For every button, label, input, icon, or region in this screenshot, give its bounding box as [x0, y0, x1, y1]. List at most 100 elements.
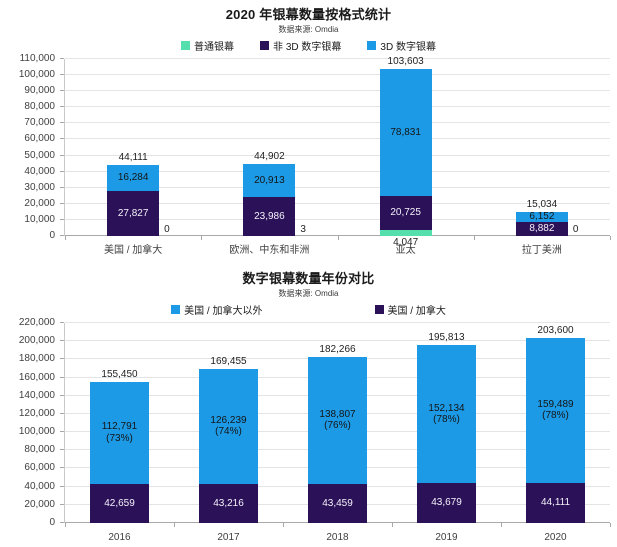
- x-axis-tick: [337, 236, 339, 240]
- y-axis-tick-label: 100,000: [18, 69, 55, 81]
- bar-segment: 112,791 (73%): [90, 381, 149, 485]
- chart-title: 数字银幕数量年份对比: [242, 271, 375, 286]
- legend-label: 非 3D 数字银幕: [273, 42, 342, 53]
- stacked-bar: 42,659 112,791 (73%) 155,450: [90, 369, 149, 523]
- plot-row: 0 20,000 40,000 60,000 80,000 100,000 120,000 1…: [0, 318, 617, 528]
- y-axis: 0 10,000 20,000 30,000 40,000 50,000 60,000 70,…: [0, 54, 64, 241]
- chart-screens-by-format-2020: 2020 年银幕数量按格式统计 数据来源: Omdia 普通银幕 非 3D 数字银…: [0, 0, 617, 260]
- x-axis-tick: [501, 523, 502, 527]
- segment-value-label: 20,725: [390, 207, 421, 219]
- y-axis-tick-label: 70,000: [24, 117, 55, 129]
- y-axis-tick: [60, 186, 64, 188]
- y-axis-tick: [60, 218, 64, 220]
- segment-value-label: 27,827: [117, 207, 149, 219]
- legend-label: 3D 数字银幕: [380, 42, 436, 53]
- x-axis-category-label: 美国 / 加拿大: [103, 245, 163, 256]
- x-axis-tick: [610, 523, 611, 527]
- segment-value-label: 4,047: [393, 237, 419, 248]
- bar-segment: 152,134 (78%): [417, 345, 476, 484]
- y-axis-tick-label: 110,000: [19, 53, 55, 64]
- gridline: [65, 186, 610, 188]
- bar-segment: 43,216: [199, 483, 258, 523]
- y-axis-tick: [60, 522, 64, 523]
- bar-segment: 20,913: [243, 163, 296, 198]
- segment-value-label: 16,284: [117, 172, 149, 184]
- y-axis-tick: [60, 90, 64, 92]
- bar-segment: 20,725: [379, 196, 432, 230]
- legend-swatch-icon: [367, 41, 377, 50]
- y-axis-tick: [60, 58, 64, 59]
- bar-segment: 44,111: [526, 482, 585, 523]
- y-axis-tick-label: 30,000: [24, 181, 55, 193]
- y-axis: 0 20,000 40,000 60,000 80,000 100,000 120,000 1…: [0, 318, 64, 528]
- bar-total-label: 15,034: [526, 198, 558, 210]
- bar-segment: [379, 229, 432, 236]
- y-axis-tick: [60, 485, 64, 487]
- bar-total-label: 169,455: [210, 355, 247, 367]
- y-axis-tick-label: 60,000: [24, 462, 55, 474]
- legend-swatch-icon: [181, 41, 191, 50]
- bar-slot: 3 23,986 20,913 44,902: [201, 59, 337, 236]
- y-axis-tick-label: 200,000: [18, 335, 55, 347]
- y-axis-tick-label: 50,000: [24, 149, 55, 161]
- x-axis: 美国 / 加拿大 欧洲、中东和非洲 亚太 拉丁美洲: [65, 236, 610, 260]
- gridline: [65, 122, 610, 124]
- gridline: [65, 74, 610, 76]
- legend-item: 美国 / 加拿大: [374, 302, 446, 317]
- bar-slot: 44,111 159,489 (78%) 203,600: [501, 323, 610, 523]
- chart-digital-screens-by-year: 数字银幕数量年份对比 数据来源: Omdia 美国 / 加拿大以外 美国 / 加拿…: [0, 268, 617, 547]
- x-axis-tick: [283, 523, 284, 527]
- bar-total-label: 195,813: [428, 332, 465, 343]
- bars-layer: 42,659 112,791 (73%) 155,450 43,216 126,239 …: [65, 323, 610, 523]
- x-axis-tick: [201, 236, 203, 240]
- y-axis-tick: [60, 138, 64, 140]
- chart-title: 2020 年银幕数量按格式统计: [225, 7, 392, 22]
- bar-total-label: 182,266: [319, 344, 356, 356]
- bar-total-label: 44,111: [118, 152, 148, 164]
- x-axis-category-label: 2017: [217, 532, 240, 543]
- x-axis-category-label: 2019: [435, 532, 458, 543]
- segment-value-label: 43,216: [213, 497, 244, 509]
- stacked-bar: 3 23,986 20,913 44,902: [243, 151, 306, 236]
- plot-row: 0 10,000 20,000 30,000 40,000 50,000 60,000 70,…: [0, 54, 617, 248]
- y-axis-tick: [60, 106, 64, 108]
- x-axis-category-label: 亚太: [395, 245, 416, 256]
- y-axis-tick: [60, 412, 64, 414]
- bar-total-label: 155,450: [101, 368, 138, 380]
- stacked-bar: 0 27,827 16,284 44,111: [107, 153, 170, 236]
- segment-value-label: 8,882: [529, 223, 555, 235]
- stacked-bar: 43,679 152,134 (78%) 195,813: [417, 333, 476, 523]
- gridline: [65, 154, 610, 156]
- bar-segment: 27,827: [107, 191, 160, 236]
- bar-segment: 43,679: [417, 483, 476, 523]
- legend-item: 非 3D 数字银幕: [260, 38, 341, 53]
- y-axis-tick: [60, 122, 64, 124]
- gridline: [65, 106, 610, 108]
- segment-value-label: 6,152: [529, 211, 555, 223]
- bar-slot: 43,679 152,134 (78%) 195,813: [392, 323, 501, 523]
- segment-value-label: 3: [300, 224, 306, 235]
- segment-value-label: 42,659: [104, 497, 135, 509]
- gridline: [65, 58, 610, 59]
- segment-value-label: 23,986: [254, 210, 285, 222]
- segment-value-label: 78,831: [390, 126, 421, 138]
- y-axis-tick-label: 40,000: [24, 480, 55, 492]
- chart-data-source: 数据来源: Omdia: [278, 289, 339, 298]
- bar-segment: 42,659: [90, 484, 149, 523]
- y-axis-tick: [60, 449, 64, 451]
- y-axis-tick: [60, 358, 64, 360]
- y-axis-tick: [60, 235, 64, 236]
- segment-value-label: 0: [164, 224, 170, 235]
- x-axis-tick: [174, 523, 175, 527]
- legend-item: 普通银幕: [181, 38, 234, 53]
- stacked-bar: 43,459 138,807 (76%) 182,266: [308, 345, 367, 523]
- y-axis-tick-label: 90,000: [24, 85, 55, 97]
- y-axis-tick-label: 60,000: [24, 133, 55, 145]
- x-axis-category-label: 2018: [326, 532, 349, 543]
- x-axis-category-label: 拉丁美洲: [521, 245, 562, 256]
- y-axis-tick: [60, 322, 64, 323]
- y-axis-tick-label: 140,000: [18, 389, 55, 401]
- stacked-bar: 44,111 159,489 (78%) 203,600: [526, 325, 585, 523]
- x-axis-tick: [65, 236, 66, 240]
- bar-slot: 42,659 112,791 (73%) 155,450: [65, 323, 174, 523]
